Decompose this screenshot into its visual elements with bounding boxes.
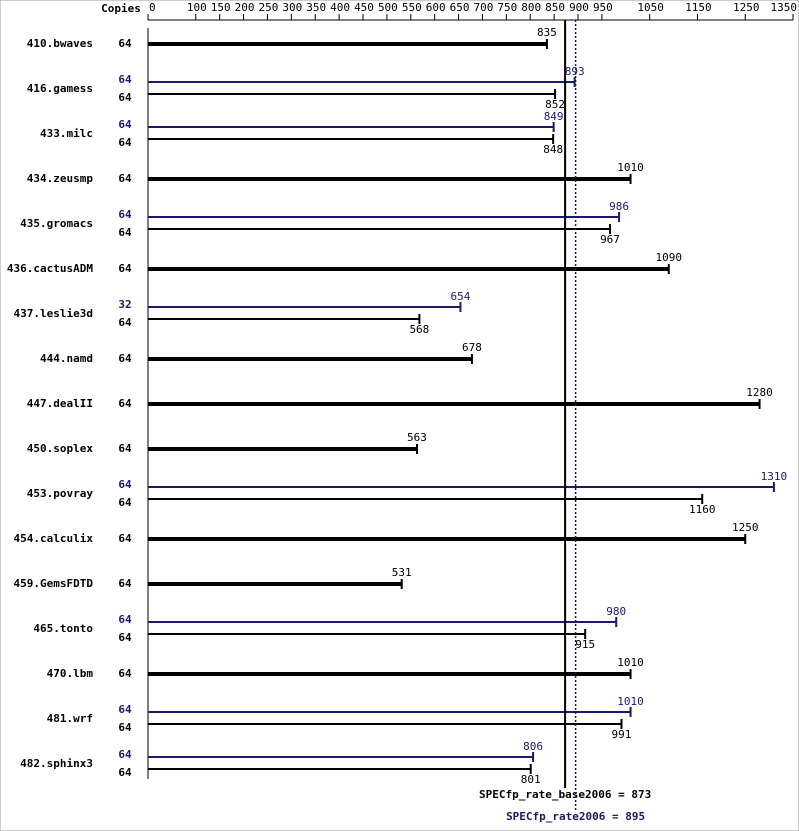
copies: 64 <box>118 532 132 545</box>
value-label: 1250 <box>732 521 759 534</box>
value-label: 849 <box>544 110 564 123</box>
benchmark-label: 470.lbm <box>47 667 94 680</box>
x-tick-label: 750 <box>497 1 517 14</box>
copies: 64 <box>118 91 132 104</box>
copies: 64 <box>118 613 132 626</box>
copies: 64 <box>118 208 132 221</box>
copies: 32 <box>118 298 131 311</box>
x-tick-label: 550 <box>402 1 422 14</box>
copies: 64 <box>118 442 132 455</box>
reference-label: SPECfp_rate_base2006 = 873 <box>479 788 651 801</box>
reference-label: SPECfp_rate2006 = 895 <box>506 810 645 823</box>
value-label: 991 <box>612 728 632 741</box>
benchmark-label: 410.bwaves <box>27 37 93 50</box>
benchmark-label: 450.soplex <box>27 442 94 455</box>
copies: 64 <box>118 136 132 149</box>
copies: 64 <box>118 631 132 644</box>
x-tick-label: 250 <box>259 1 279 14</box>
value-label: 654 <box>451 290 471 303</box>
x-tick-label: 1050 <box>637 1 664 14</box>
value-label: 848 <box>543 143 563 156</box>
copies: 64 <box>118 496 132 509</box>
x-tick-label: 100 <box>187 1 207 14</box>
value-label: 806 <box>523 740 543 753</box>
value-label: 980 <box>606 605 626 618</box>
x-tick-label: 350 <box>306 1 326 14</box>
value-label: 678 <box>462 341 482 354</box>
copies: 64 <box>118 316 132 329</box>
x-tick-label: 150 <box>211 1 231 14</box>
x-tick-label: 850 <box>545 1 565 14</box>
value-label: 531 <box>392 566 412 579</box>
copies: 64 <box>118 262 132 275</box>
value-label: 568 <box>409 323 429 336</box>
value-label: 563 <box>407 431 427 444</box>
benchmark-label: 435.gromacs <box>20 217 93 230</box>
value-label: 1160 <box>689 503 716 516</box>
x-tick-label: 650 <box>450 1 470 14</box>
benchmark-label: 447.dealII <box>27 397 93 410</box>
value-label: 852 <box>545 98 565 111</box>
benchmark-label: 444.namd <box>40 352 93 365</box>
x-tick-label: 950 <box>593 1 613 14</box>
benchmark-label: 482.sphinx3 <box>20 757 93 770</box>
copies: 64 <box>118 748 132 761</box>
copies: 64 <box>118 226 132 239</box>
x-tick-label: 450 <box>354 1 374 14</box>
x-tick-label: 600 <box>426 1 446 14</box>
benchmark-label: 436.cactusADM <box>7 262 93 275</box>
copies: 64 <box>118 37 132 50</box>
x-tick-label: 300 <box>282 1 302 14</box>
benchmark-label: 433.milc <box>40 127 93 140</box>
x-tick-label: 0 <box>149 1 156 14</box>
copies: 64 <box>118 478 132 491</box>
x-tick-label: 900 <box>569 1 589 14</box>
value-label: 1010 <box>617 656 644 669</box>
copies: 64 <box>118 172 132 185</box>
value-label: 1280 <box>746 386 773 399</box>
benchmark-label: 459.GemsFDTD <box>14 577 94 590</box>
x-tick-label: 500 <box>378 1 398 14</box>
x-tick-label: 700 <box>474 1 494 14</box>
copies: 64 <box>118 721 132 734</box>
value-label: 967 <box>600 233 620 246</box>
x-tick-label: 1350 <box>771 1 798 14</box>
copies: 64 <box>118 73 132 86</box>
benchmark-label: 416.gamess <box>27 82 93 95</box>
value-label: 1310 <box>761 470 788 483</box>
copies: 64 <box>118 118 132 131</box>
x-tick-label: 1150 <box>685 1 712 14</box>
value-label: 1010 <box>617 161 644 174</box>
value-label: 1010 <box>617 695 644 708</box>
value-label: 915 <box>575 638 595 651</box>
x-tick-label: 400 <box>330 1 350 14</box>
value-label: 893 <box>565 65 585 78</box>
benchmark-label: 454.calculix <box>14 532 94 545</box>
x-tick-label: 200 <box>235 1 255 14</box>
copies: 64 <box>118 667 132 680</box>
x-tick-label: 1250 <box>733 1 760 14</box>
copies: 64 <box>118 766 132 779</box>
copies: 64 <box>118 703 132 716</box>
benchmark-label: 434.zeusmp <box>27 172 94 185</box>
benchmark-label: 437.leslie3d <box>14 307 93 320</box>
copies: 64 <box>118 577 132 590</box>
benchmark-label: 481.wrf <box>47 712 93 725</box>
copies: 64 <box>118 352 132 365</box>
x-tick-label: 800 <box>521 1 541 14</box>
value-label: 1090 <box>656 251 683 264</box>
benchmark-label: 453.povray <box>27 487 94 500</box>
value-label: 835 <box>537 26 557 39</box>
value-label: 801 <box>521 773 541 786</box>
copies-header: Copies <box>101 2 141 15</box>
benchmark-label: 465.tonto <box>33 622 93 635</box>
copies: 64 <box>118 397 132 410</box>
value-label: 986 <box>609 200 629 213</box>
